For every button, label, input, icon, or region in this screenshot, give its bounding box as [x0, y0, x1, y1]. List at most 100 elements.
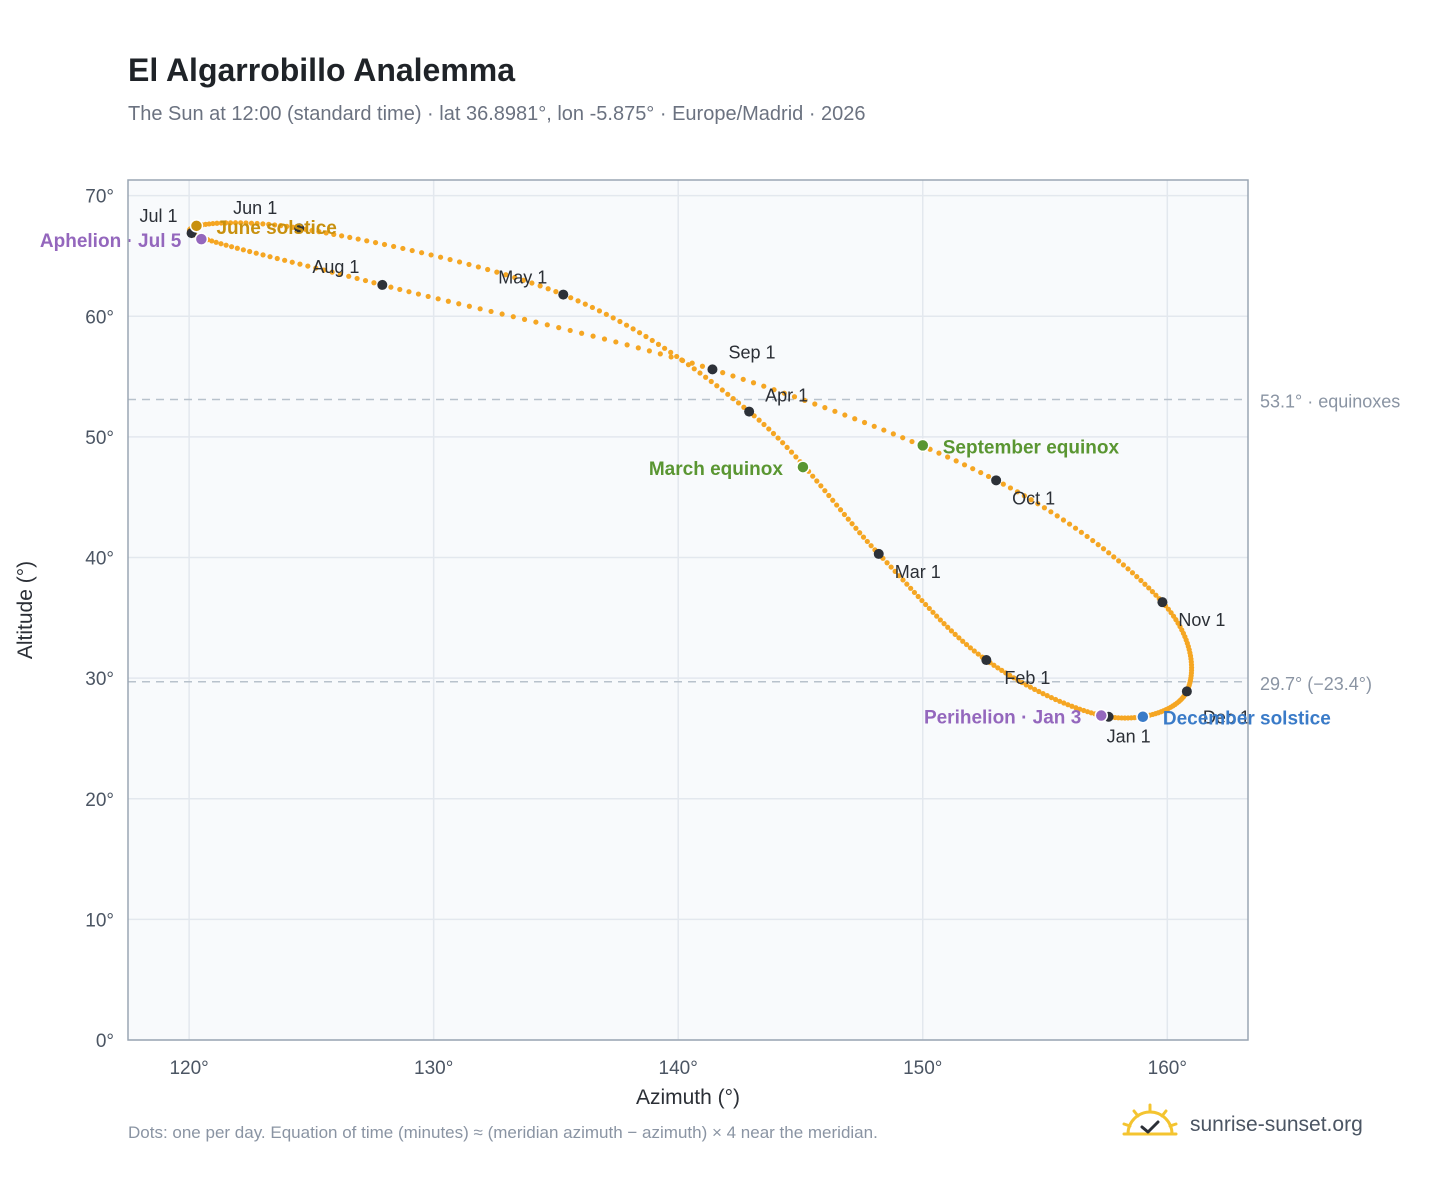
brand-name: sunrise-sunset.org	[1190, 1113, 1363, 1136]
daily-dot	[624, 342, 630, 348]
daily-dot	[740, 376, 746, 382]
daily-dot	[900, 577, 906, 583]
daily-dot	[1015, 677, 1021, 683]
daily-dot	[329, 269, 335, 275]
daily-dot	[1165, 606, 1171, 612]
daily-dot	[456, 259, 463, 265]
daily-dot	[362, 277, 369, 284]
month-marker	[558, 289, 569, 300]
month-marker	[991, 475, 1002, 486]
month-marker-label: Nov 1	[1178, 610, 1225, 630]
daily-dot	[475, 264, 481, 270]
daily-dot	[830, 497, 836, 503]
daily-dot	[750, 380, 757, 386]
daily-dot	[1146, 585, 1152, 591]
special-point-marker	[189, 219, 204, 233]
daily-dot	[1000, 481, 1006, 487]
daily-dot	[266, 221, 272, 227]
daily-dot	[909, 438, 915, 445]
daily-dot	[610, 315, 616, 321]
daily-dot	[289, 259, 295, 265]
daily-dot	[784, 444, 790, 451]
daily-dot	[568, 295, 574, 301]
daily-dot	[1142, 581, 1148, 587]
x-tick-label: 160°	[1148, 1058, 1187, 1079]
daily-dot	[936, 450, 942, 456]
daily-dot	[967, 645, 973, 651]
daily-dot	[346, 273, 352, 279]
daily-dot	[512, 274, 518, 281]
daily-dot	[793, 454, 799, 460]
daily-dot	[267, 254, 273, 260]
daily-dot	[590, 333, 596, 339]
daily-dot	[985, 473, 992, 480]
daily-dot	[1061, 700, 1067, 706]
special-point-label: March equinox	[649, 459, 784, 480]
daily-dot	[845, 516, 851, 522]
daily-dot	[697, 370, 703, 376]
daily-dot	[510, 314, 516, 320]
daily-dot	[248, 220, 255, 226]
daily-dot	[601, 336, 608, 342]
special-point-label: Perihelion · Jan 3	[924, 708, 1081, 729]
daily-dot	[579, 330, 585, 336]
daily-dot	[1120, 562, 1127, 568]
daily-dot	[545, 286, 551, 292]
x-tick-label: 150°	[903, 1058, 942, 1079]
daily-dot	[567, 327, 573, 334]
daily-dot	[890, 431, 896, 437]
x-tick-label: 130°	[414, 1058, 453, 1079]
month-marker-label: Mar 1	[895, 562, 941, 582]
daily-dot	[864, 538, 870, 545]
daily-dot	[1084, 533, 1090, 540]
y-axis-label: Altitude (°)	[14, 561, 37, 659]
daily-dot	[1044, 693, 1050, 699]
daily-dot	[364, 238, 370, 244]
daily-dot	[397, 286, 403, 293]
daily-dot	[1035, 501, 1041, 507]
page-title: El Algarrobillo Analemma	[128, 52, 516, 88]
daily-dot	[466, 303, 472, 309]
brand[interactable]: sunrise-sunset.org	[1120, 1100, 1420, 1150]
daily-dot	[1106, 550, 1112, 556]
daily-dot	[1078, 529, 1084, 535]
daily-dot	[963, 641, 970, 648]
daily-dot	[323, 230, 329, 236]
daily-dot	[826, 492, 832, 499]
daily-dot	[945, 624, 951, 630]
daily-dot	[309, 227, 315, 234]
daily-dot	[699, 363, 706, 369]
daily-dot	[649, 337, 655, 344]
daily-dot	[1095, 542, 1101, 548]
y-tick-label: 10°	[85, 910, 114, 931]
daily-dot	[556, 325, 562, 331]
daily-dot	[274, 255, 280, 262]
footnote: Dots: one per day. Equation of time (min…	[128, 1123, 878, 1142]
daily-dot	[223, 242, 229, 248]
daily-dot	[822, 405, 828, 411]
daily-dot	[780, 440, 786, 446]
special-point-marker	[1094, 708, 1109, 723]
daily-dot	[1060, 517, 1067, 523]
daily-dot	[372, 239, 379, 246]
daily-dot	[1027, 684, 1034, 690]
daily-dot	[596, 308, 603, 314]
month-marker-label: Dec 1	[1203, 707, 1250, 727]
daily-dot	[339, 233, 345, 239]
daily-dot	[553, 289, 559, 295]
daily-dot	[655, 341, 662, 347]
daily-dot	[668, 354, 674, 360]
daily-dot	[428, 252, 434, 258]
daily-dot	[735, 400, 742, 406]
daily-dot	[822, 488, 828, 494]
month-marker	[294, 223, 305, 234]
daily-dot	[305, 263, 311, 269]
month-marker	[873, 548, 884, 559]
special-point-label: June solstice	[216, 218, 336, 239]
daily-dot	[761, 383, 767, 389]
daily-dot	[832, 408, 838, 414]
daily-dot	[435, 296, 441, 302]
daily-dot	[623, 322, 630, 328]
daily-dot	[297, 261, 303, 267]
daily-dot	[228, 244, 235, 250]
